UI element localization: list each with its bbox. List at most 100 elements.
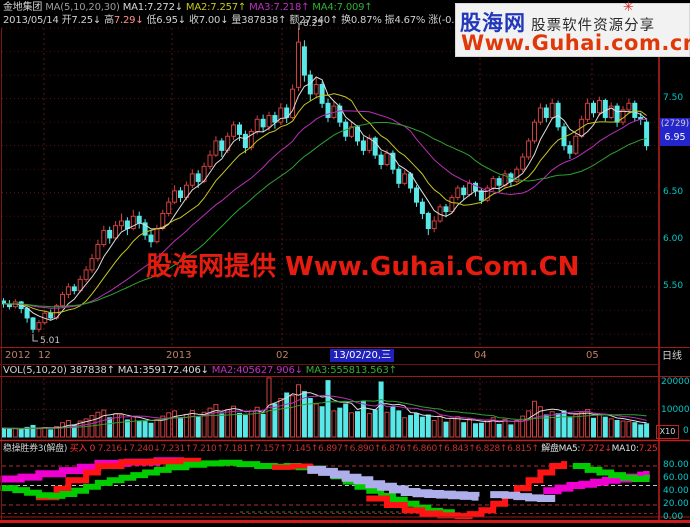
current-price-box: (2729) 6.95 (660, 118, 690, 146)
volume-bar-up (331, 410, 337, 438)
candle-body-up (549, 102, 555, 118)
volume-bar-down (301, 391, 307, 438)
price-tick-label: 6.50 (663, 186, 684, 197)
candle-body-up (608, 105, 614, 118)
candle-body-up (296, 41, 301, 88)
volume-bar-down (260, 413, 266, 438)
candle-body-up (449, 196, 455, 213)
text-segment: 0 (89, 444, 98, 454)
candle-body-up (278, 107, 284, 123)
text-segment: 买入 (69, 444, 90, 454)
volume-bar-up (278, 398, 284, 438)
volume-bar-down (24, 426, 30, 438)
volume-bar-down (325, 380, 331, 438)
volume-bar-up (313, 403, 319, 438)
volume-bar-down (142, 421, 148, 438)
candle-body-down (301, 46, 307, 76)
candle-body-up (248, 131, 254, 149)
text-segment: MA1:359172.406↓ (117, 365, 212, 376)
indicator-header: 稳操胜券3(解盘) 买入 0 7.216↓7.240↓7.231↑7.210↑7… (3, 443, 657, 456)
volume-bar-up (201, 411, 207, 438)
text-segment: 额27340↑ (289, 15, 342, 26)
volume-bar-up (437, 415, 443, 438)
volume-bar-up (626, 421, 632, 438)
volume-bar-up (65, 420, 71, 438)
volume-bar-up (573, 413, 579, 438)
volume-bar-up (502, 418, 508, 438)
period-label[interactable]: 日线 (662, 351, 682, 362)
time-axis-label: 2012 (5, 350, 31, 361)
price-tick-label: 5.50 (663, 280, 684, 291)
volume-bar-down (148, 422, 154, 438)
text-segment: MA1:7.272↓ (122, 2, 186, 13)
candle-body-up (213, 140, 219, 156)
candle-body-up (83, 269, 89, 280)
volume-zero-label: 0 (683, 426, 689, 436)
volume-bar-up (384, 411, 390, 438)
peak-annotation: 8.25 (303, 19, 324, 29)
volume-bar-down (496, 423, 502, 438)
candle-body-up (537, 107, 543, 123)
text-segment: 开7.25↓ (61, 15, 105, 26)
indicator-tick-label: 0.00 (663, 512, 684, 522)
volume-ma2-line (3, 394, 647, 430)
candle-body-up (36, 322, 42, 330)
logo-tagline: 股票软件资源分享 (531, 18, 656, 34)
volume-bar-up (213, 404, 219, 438)
candle-body-down (219, 140, 225, 151)
candle-body-down (567, 145, 573, 154)
candle-body-up (290, 88, 296, 118)
watermark-text: 股海网提供 Www.Guhai.Com.CN (146, 252, 580, 282)
candle-body-up (532, 121, 537, 142)
candle-body-down (372, 137, 378, 156)
indicator-series-green-line (0, 459, 455, 516)
text-segment: MA(5,10,20,30) (45, 2, 123, 13)
indicator-series-lavender-band-right (490, 491, 556, 502)
volume-bar-down (567, 417, 573, 438)
candle-body-down (24, 308, 30, 319)
volume-bar-up (490, 417, 496, 438)
text-segment: 量387838↑ (231, 15, 290, 26)
volume-bar-up (431, 420, 437, 438)
text-segment: MA2:405627.906↓ (211, 365, 306, 376)
candle-body-down (414, 187, 419, 203)
volume-bar-down (343, 403, 349, 438)
time-axis-label: 02 (276, 350, 289, 361)
candle-body-down (124, 220, 130, 230)
candle-body-up (89, 258, 95, 271)
time-axis-label: 2013 (166, 350, 192, 361)
text-segment: MA3:555813.563↑ (305, 365, 397, 376)
candle-body-down (425, 212, 431, 230)
volume-bar-up (207, 407, 213, 438)
logo-site-name: 股海网 (460, 11, 526, 35)
volume-bar-down (378, 381, 384, 438)
candle-body-up (101, 229, 107, 246)
candle-body-up (166, 201, 172, 214)
text-segment: MA4:7.009↑ (312, 2, 373, 13)
volume-bar-up (225, 409, 231, 438)
candle-body-up (313, 83, 319, 95)
candle-body-down (272, 115, 278, 123)
candle-body-down (396, 168, 402, 184)
candle-body-up (266, 115, 272, 128)
indicator-tick-label: 60.00 (663, 473, 689, 484)
volume-bar-up (455, 416, 461, 438)
volume-bar-up (172, 410, 178, 438)
volume-bar-up (254, 406, 260, 438)
volume-bar-up (248, 410, 254, 438)
candle-body-up (520, 156, 526, 170)
indicator-series-green-line-right (572, 463, 650, 482)
candle-body-up (431, 220, 437, 230)
volume-bar-down (136, 420, 142, 438)
volume-bar-down (414, 413, 419, 438)
volume-bar-up (484, 419, 490, 438)
candle-body-down (478, 190, 484, 201)
volume-bar-down (602, 416, 608, 438)
volume-tick-label: 200000 (661, 377, 690, 387)
candle-body-down (178, 190, 183, 198)
indicator-tick-label: 20.00 (663, 499, 689, 509)
candle-body-down (242, 133, 248, 149)
peak-pointer (298, 23, 302, 30)
volume-bar-down (48, 429, 54, 438)
